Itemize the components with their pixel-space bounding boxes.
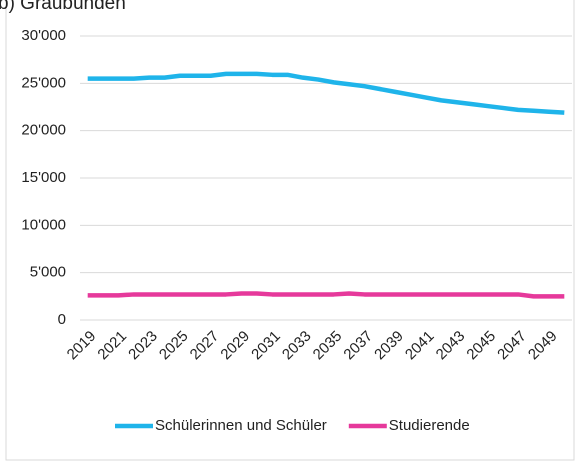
y-tick-label: 10'000 bbox=[21, 216, 66, 233]
y-tick-label: 20'000 bbox=[21, 122, 66, 139]
series-line bbox=[87, 291, 565, 299]
x-tick-label: 2037 bbox=[340, 328, 376, 364]
x-tick-label: 2023 bbox=[125, 328, 161, 364]
x-tick-label: 2041 bbox=[402, 328, 438, 364]
x-tick-label: 2049 bbox=[525, 328, 561, 364]
x-tick-label: 2035 bbox=[310, 328, 346, 364]
x-tick-label: 2031 bbox=[248, 328, 284, 364]
x-tick-label: 2047 bbox=[494, 328, 530, 364]
x-tick-label: 2045 bbox=[463, 328, 499, 364]
x-tick-label: 2021 bbox=[94, 328, 130, 364]
x-tick-label: 2019 bbox=[64, 328, 100, 364]
x-tick-label: 2025 bbox=[156, 328, 192, 364]
x-tick-label: 2027 bbox=[187, 328, 223, 364]
legend-label: Schülerinnen und Schüler bbox=[155, 417, 327, 434]
y-tick-label: 30'000 bbox=[21, 27, 66, 44]
y-tick-label: 5'000 bbox=[30, 264, 66, 281]
chart-frame bbox=[5, 0, 575, 461]
x-tick-label: 2029 bbox=[217, 328, 253, 364]
y-tick-label: 25'000 bbox=[21, 74, 66, 91]
x-tick-label: 2039 bbox=[371, 328, 407, 364]
x-tick-label: 2043 bbox=[433, 328, 469, 364]
y-tick-label: 0 bbox=[58, 311, 66, 328]
x-tick-label: 2033 bbox=[279, 328, 315, 364]
series-line bbox=[87, 71, 565, 115]
chart-title: b) Graubünden bbox=[0, 0, 126, 14]
legend-label: Studierende bbox=[389, 417, 470, 434]
y-tick-label: 15'000 bbox=[21, 169, 66, 186]
